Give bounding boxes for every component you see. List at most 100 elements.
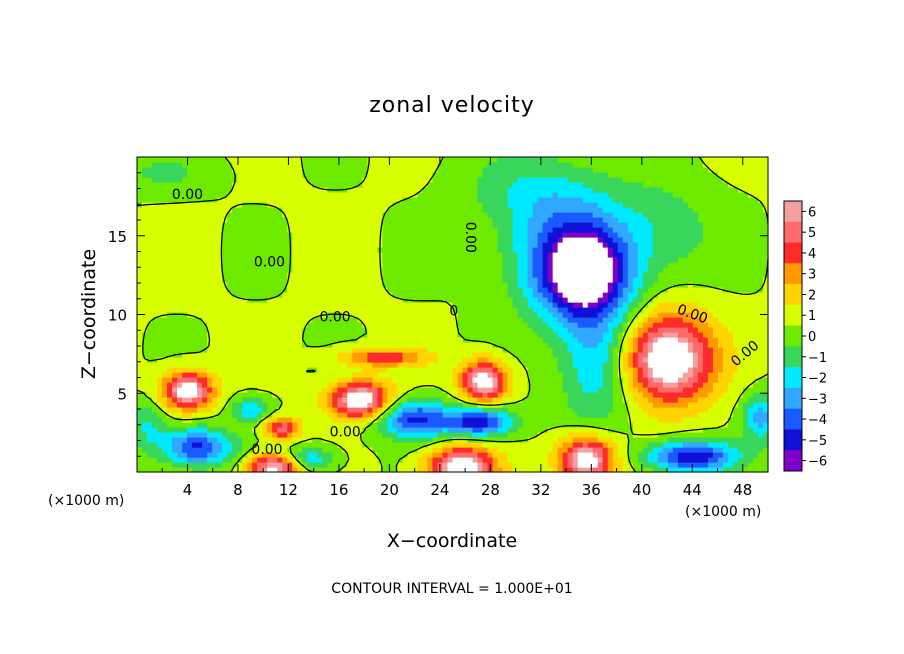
- heatmap-cell: [247, 382, 253, 388]
- heatmap-cell: [672, 367, 679, 373]
- heatmap-cell: [407, 322, 414, 328]
- heatmap-cell: [262, 462, 268, 468]
- heatmap-cell: [482, 432, 489, 438]
- heatmap-cell: [677, 357, 684, 363]
- heatmap-cell: [492, 277, 499, 283]
- heatmap-cell: [382, 282, 388, 288]
- heatmap-cell: [307, 397, 313, 403]
- heatmap-cell: [437, 392, 444, 398]
- heatmap-cell: [207, 327, 213, 333]
- heatmap-cell: [397, 302, 404, 308]
- heatmap-cell: [242, 272, 248, 278]
- heatmap-cell: [637, 337, 644, 343]
- heatmap-cell: [467, 422, 474, 428]
- heatmap-cell: [667, 447, 674, 453]
- heatmap-cell: [552, 357, 559, 363]
- heatmap-cell: [707, 297, 714, 303]
- heatmap-cell: [482, 427, 489, 433]
- heatmap-cell: [557, 287, 564, 293]
- heatmap-cell: [667, 377, 674, 383]
- heatmap-cell: [527, 367, 534, 373]
- heatmap-cell: [262, 422, 268, 428]
- heatmap-cell: [732, 322, 739, 328]
- heatmap-cell: [257, 357, 263, 363]
- heatmap-cell: [217, 432, 223, 438]
- heatmap-cell: [142, 347, 148, 353]
- heatmap-cell: [487, 417, 494, 423]
- heatmap-cell: [512, 282, 519, 288]
- heatmap-cell: [597, 402, 604, 408]
- heatmap-cell: [197, 342, 203, 348]
- heatmap-cell: [747, 357, 754, 363]
- heatmap-cell: [482, 442, 489, 448]
- heatmap-cell: [292, 432, 298, 438]
- heatmap-cell: [642, 322, 649, 328]
- heatmap-cell: [737, 282, 744, 288]
- heatmap-cell: [552, 422, 559, 428]
- heatmap-cell: [647, 352, 654, 358]
- heatmap-cell: [192, 337, 198, 343]
- heatmap-cell: [217, 332, 223, 338]
- heatmap-cell: [677, 457, 684, 463]
- heatmap-cell: [427, 467, 434, 473]
- heatmap-cell: [647, 322, 654, 328]
- heatmap-cell: [642, 352, 649, 358]
- heatmap-cell: [317, 467, 323, 473]
- heatmap-cell: [602, 397, 609, 403]
- heatmap-cell: [377, 437, 383, 443]
- heatmap-cell: [322, 417, 328, 423]
- heatmap-cell: [577, 407, 584, 413]
- heatmap-cell: [512, 432, 519, 438]
- heatmap-cell: [557, 442, 564, 448]
- heatmap-cell: [257, 307, 263, 313]
- heatmap-cell: [682, 427, 689, 433]
- heatmap-cell: [227, 342, 233, 348]
- heatmap-cell: [562, 292, 569, 298]
- heatmap-cell: [242, 302, 248, 308]
- heatmap-cell: [267, 362, 273, 368]
- heatmap-cell: [492, 422, 499, 428]
- heatmap-cell: [372, 427, 378, 433]
- heatmap-cell: [752, 357, 759, 363]
- heatmap-cell: [137, 392, 143, 398]
- heatmap-cell: [692, 432, 699, 438]
- heatmap-cell: [597, 422, 604, 428]
- heatmap-cell: [147, 397, 153, 403]
- heatmap-cell: [197, 317, 203, 323]
- heatmap-cell: [742, 457, 749, 463]
- heatmap-cell: [587, 292, 594, 298]
- heatmap-cell: [612, 332, 619, 338]
- heatmap-cell: [617, 287, 624, 293]
- heatmap-cell: [242, 382, 248, 388]
- heatmap-cell: [662, 292, 669, 298]
- heatmap-cell: [192, 397, 198, 403]
- heatmap-cell: [222, 337, 228, 343]
- heatmap-cell: [462, 292, 469, 298]
- heatmap-cell: [177, 327, 183, 333]
- heatmap-cell: [252, 422, 258, 428]
- heatmap-cell: [607, 312, 614, 318]
- heatmap-cell: [142, 282, 148, 288]
- heatmap-cell: [292, 332, 298, 338]
- heatmap-cell: [172, 297, 178, 303]
- heatmap-cell: [327, 467, 333, 473]
- heatmap-cell: [752, 327, 759, 333]
- heatmap-cell: [692, 357, 699, 363]
- heatmap-cell: [697, 342, 704, 348]
- heatmap-cell: [562, 312, 569, 318]
- heatmap-cell: [452, 372, 459, 378]
- heatmap-cell: [227, 332, 233, 338]
- heatmap-cell: [392, 442, 399, 448]
- heatmap-cell: [182, 432, 188, 438]
- heatmap-cell: [307, 422, 313, 428]
- heatmap-cell: [437, 417, 444, 423]
- heatmap-cell: [197, 462, 203, 468]
- heatmap-cell: [577, 417, 584, 423]
- heatmap-cell: [552, 452, 559, 458]
- heatmap-cell: [362, 272, 368, 278]
- heatmap-cell: [687, 312, 694, 318]
- heatmap-cell: [647, 447, 654, 453]
- heatmap-cell: [592, 327, 599, 333]
- heatmap-cell: [342, 352, 348, 358]
- heatmap-cell: [592, 297, 599, 303]
